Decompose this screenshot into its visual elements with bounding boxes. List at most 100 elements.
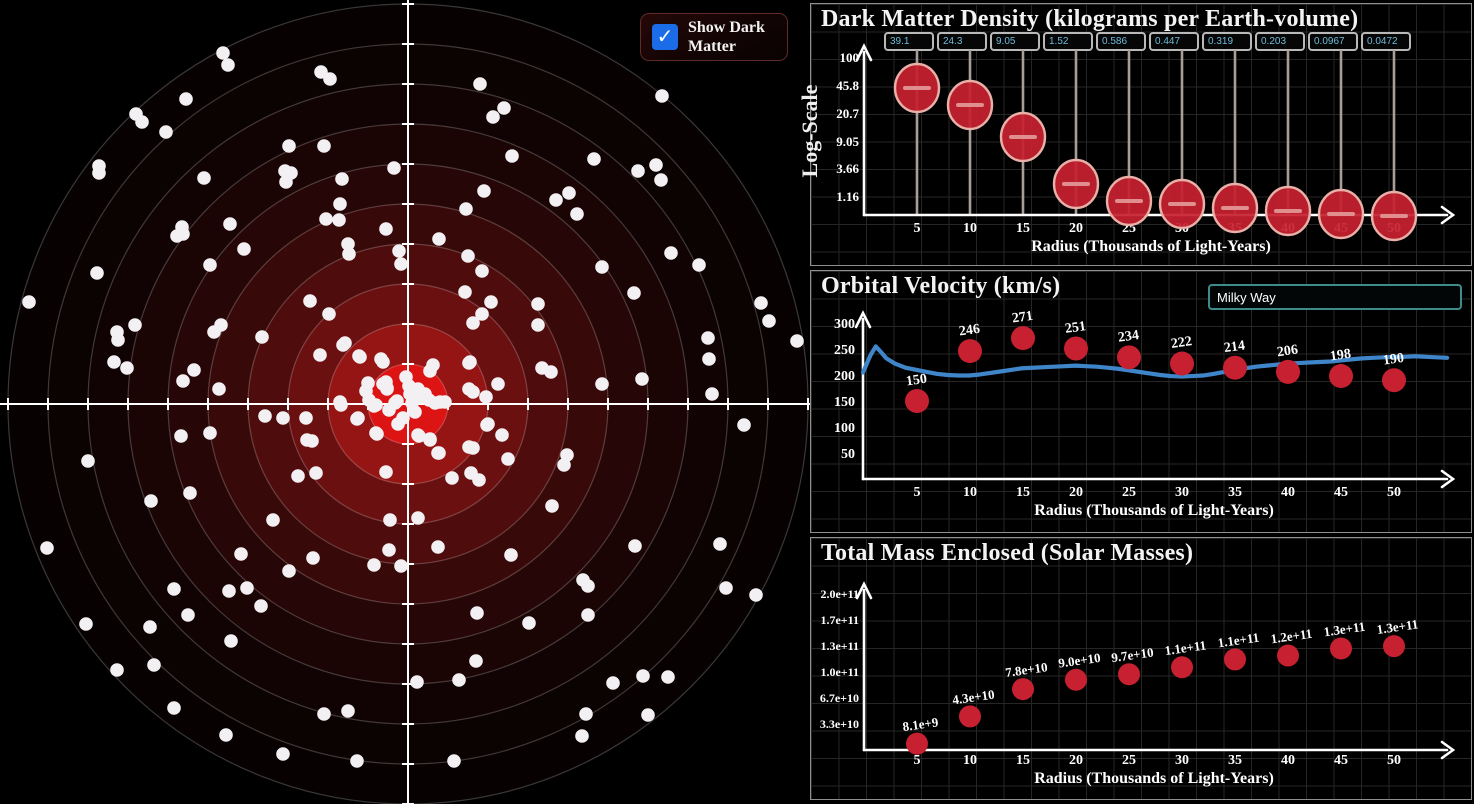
mass-point[interactable] — [1171, 656, 1193, 679]
chart-axes — [855, 43, 1456, 225]
density-value-input[interactable] — [937, 32, 987, 51]
density-slider-handle[interactable] — [1052, 158, 1100, 210]
density-value-input[interactable] — [1043, 32, 1093, 51]
star — [341, 237, 355, 251]
star — [143, 620, 157, 634]
star — [336, 338, 350, 352]
star — [481, 417, 495, 431]
mass-point[interactable] — [959, 705, 981, 728]
density-x-tick-label: 10 — [963, 221, 977, 236]
mass-x-tick-label: 30 — [1175, 753, 1189, 768]
star — [606, 676, 620, 690]
star — [387, 161, 401, 175]
velocity-x-tick-label: 5 — [914, 485, 921, 500]
density-slider-handle[interactable] — [1158, 178, 1206, 230]
mass-point-label: 8.1e+9 — [902, 714, 940, 734]
star — [737, 418, 751, 432]
star — [322, 307, 336, 321]
star — [408, 405, 422, 419]
star — [221, 58, 235, 72]
velocity-point[interactable] — [1223, 355, 1247, 380]
mass-point[interactable] — [1224, 648, 1246, 671]
mass-y-tick-label: 1.7e+11 — [820, 613, 859, 627]
star — [423, 432, 437, 446]
density-slider-handle[interactable] — [1317, 188, 1365, 240]
star — [504, 548, 518, 562]
star — [382, 543, 396, 557]
velocity-point[interactable] — [1011, 326, 1035, 351]
density-slider-handle[interactable] — [1211, 182, 1259, 234]
velocity-point[interactable] — [1064, 336, 1088, 361]
velocity-point[interactable] — [1170, 351, 1194, 376]
velocity-point[interactable] — [1276, 359, 1300, 384]
density-value-input[interactable] — [990, 32, 1040, 51]
star — [587, 152, 601, 166]
star — [319, 212, 333, 226]
star — [367, 399, 381, 413]
star — [333, 197, 347, 211]
star — [466, 316, 480, 330]
velocity-point[interactable] — [1382, 368, 1406, 393]
galaxy-canvas[interactable] — [0, 0, 810, 804]
star — [544, 365, 558, 379]
density-value-input[interactable] — [1202, 32, 1252, 51]
star — [484, 295, 498, 309]
mass-point[interactable] — [1277, 644, 1299, 667]
velocity-x-axis-label: Radius (Thousands of Light-Years) — [1034, 502, 1274, 519]
velocity-x-tick-label: 35 — [1228, 485, 1242, 500]
star — [255, 330, 269, 344]
density-slider-handle[interactable] — [1264, 185, 1312, 237]
density-slider-handle[interactable] — [893, 62, 941, 114]
mass-point[interactable] — [1012, 678, 1034, 701]
density-value-input[interactable] — [1308, 32, 1358, 51]
density-value-input[interactable] — [884, 32, 934, 51]
star — [501, 452, 515, 466]
dark-matter-checkbox[interactable]: ✓ — [652, 24, 678, 50]
density-y-tick-label: 3.66 — [836, 161, 859, 176]
velocity-point[interactable] — [905, 389, 929, 413]
star — [305, 434, 319, 448]
mass-point[interactable] — [1065, 668, 1087, 691]
star — [445, 471, 459, 485]
star — [458, 285, 472, 299]
mass-point[interactable] — [1330, 637, 1352, 660]
density-slider-handle[interactable] — [946, 79, 994, 131]
star — [276, 747, 290, 761]
density-value-input[interactable] — [1149, 32, 1199, 51]
dark-matter-toggle[interactable]: ✓ Show Dark Matter — [640, 13, 788, 61]
star — [224, 634, 238, 648]
density-slider-handle[interactable] — [1370, 190, 1418, 242]
star — [447, 754, 461, 768]
density-value-input[interactable] — [1096, 32, 1146, 51]
galaxy-name-input[interactable] — [1208, 284, 1462, 310]
velocity-x-tick-label: 30 — [1175, 485, 1189, 500]
density-slider-handle[interactable] — [1105, 175, 1153, 227]
star — [531, 318, 545, 332]
velocity-point[interactable] — [1117, 345, 1141, 370]
star — [342, 247, 356, 261]
mass-y-tick-label: 3.3e+10 — [820, 717, 859, 731]
star — [90, 266, 104, 280]
star — [452, 673, 466, 687]
star — [380, 382, 394, 396]
mass-y-tick-label: 2.0e+11 — [820, 587, 859, 601]
mass-point[interactable] — [1118, 663, 1140, 686]
density-title: Dark Matter Density (kilograms per Earth… — [821, 6, 1359, 32]
density-panel: Dark Matter Density (kilograms per Earth… — [810, 3, 1472, 266]
mass-point[interactable] — [1383, 635, 1405, 658]
star — [505, 149, 519, 163]
mass-x-tick-label: 45 — [1334, 753, 1348, 768]
mass-point-label: 1.3e+11 — [1323, 619, 1366, 640]
dark-matter-toggle-label: Show Dark Matter — [688, 18, 765, 55]
velocity-point[interactable] — [1329, 364, 1353, 389]
star — [472, 473, 486, 487]
star — [174, 429, 188, 443]
velocity-point[interactable] — [958, 339, 982, 364]
star — [258, 409, 272, 423]
density-value-input[interactable] — [1255, 32, 1305, 51]
density-value-input[interactable] — [1361, 32, 1411, 51]
star — [203, 426, 217, 440]
mass-point[interactable] — [906, 732, 928, 755]
density-slider-handle[interactable] — [999, 111, 1047, 163]
velocity-chart-svg: 300 250 200 150 100 50 150 246 271 251 234 222 214 20… — [834, 309, 1456, 519]
